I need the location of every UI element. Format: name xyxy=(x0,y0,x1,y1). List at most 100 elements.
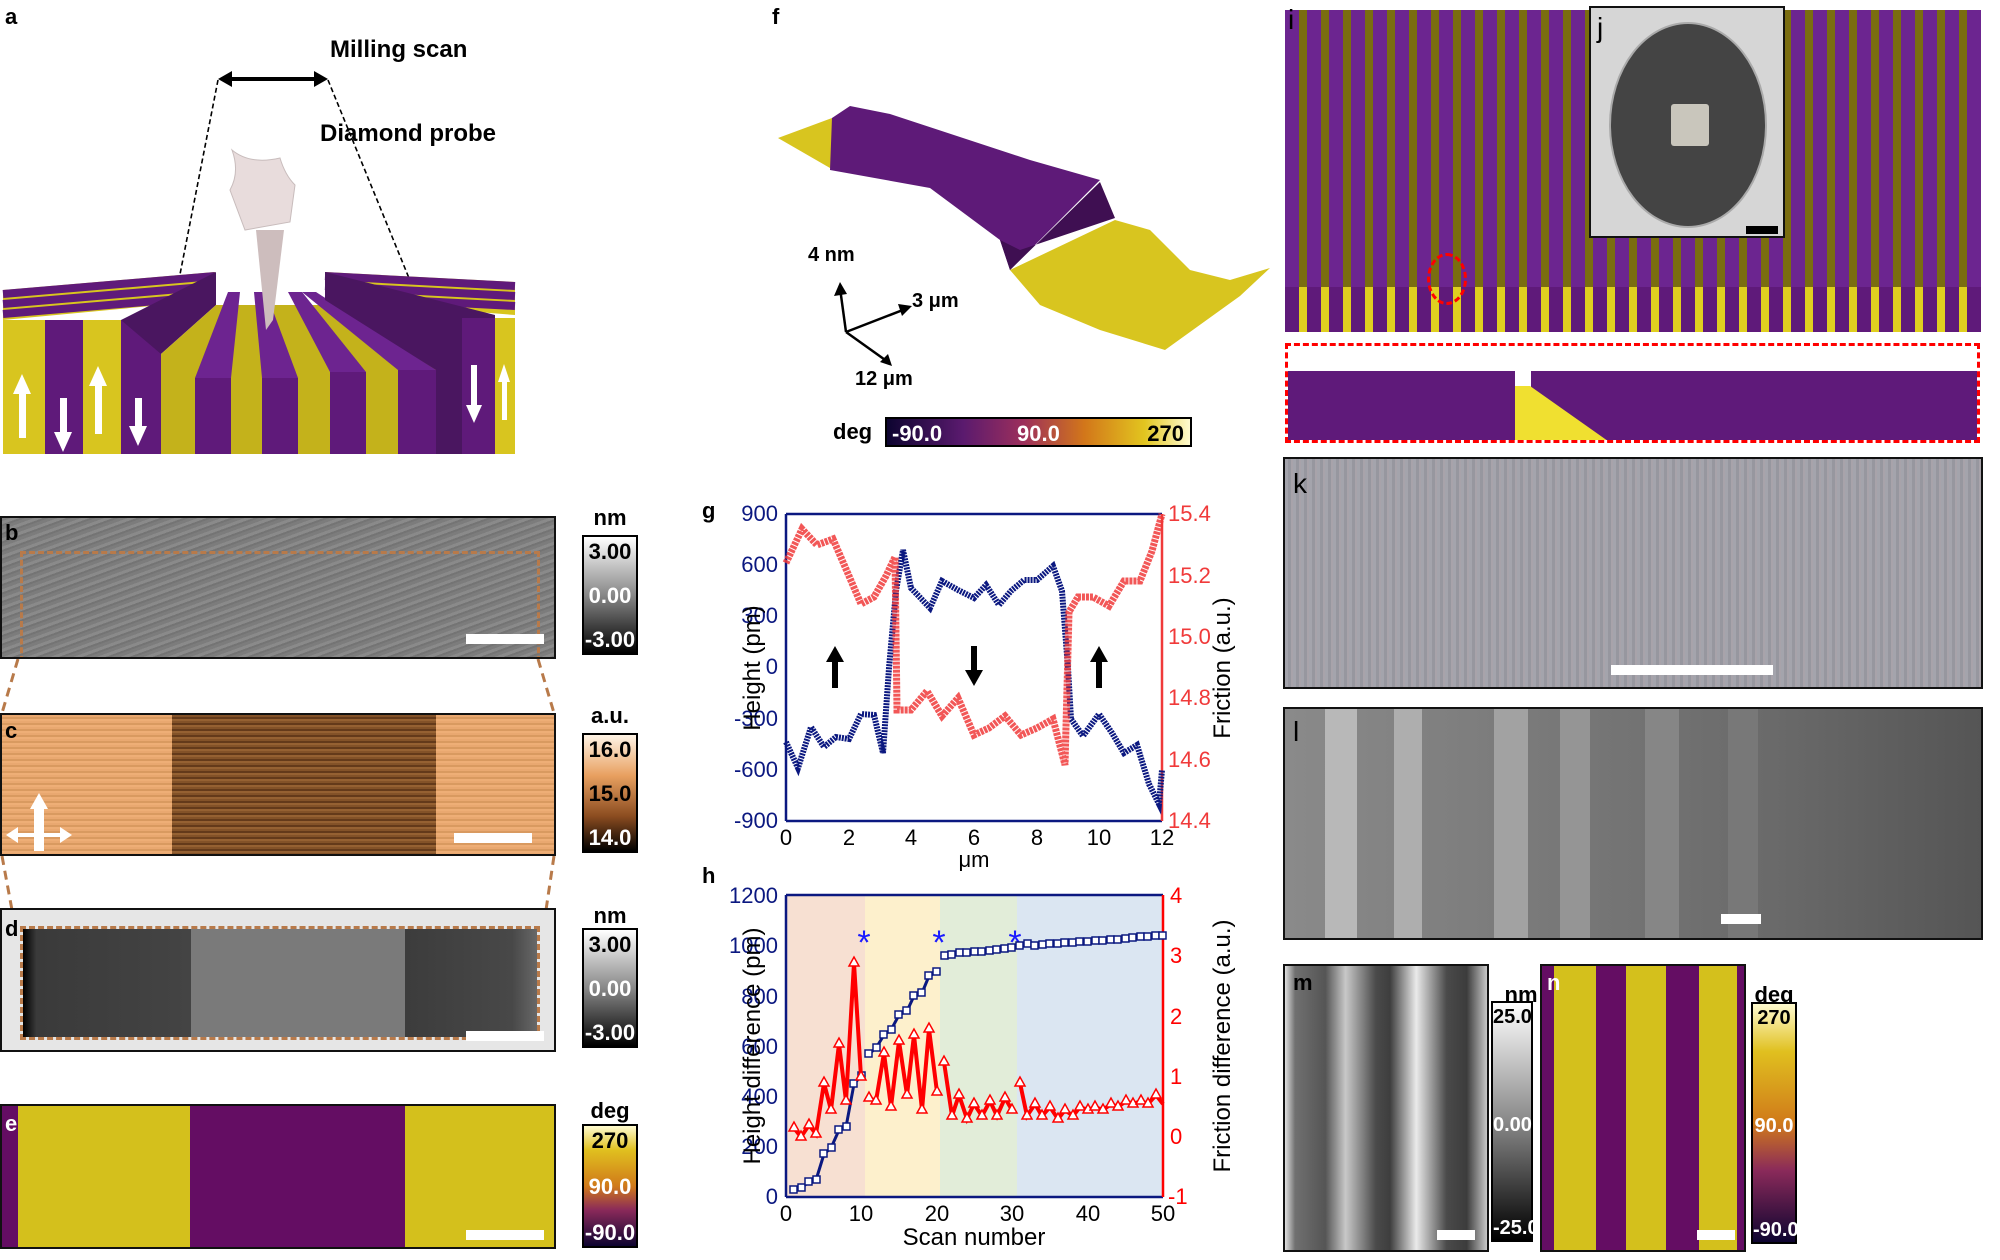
afm-height-image-m xyxy=(1283,964,1489,1252)
svg-text:0: 0 xyxy=(780,825,792,850)
panel-label-e: e xyxy=(5,1111,18,1136)
sample-photo-j xyxy=(1589,6,1785,238)
svg-text:Scan number: Scan number xyxy=(903,1224,1046,1251)
optical-image-k xyxy=(1283,457,1983,689)
scale-bar xyxy=(1721,914,1761,924)
double-arrow-icon xyxy=(218,71,328,87)
svg-text:-600: -600 xyxy=(734,757,778,782)
cbar-c-unit: a.u. xyxy=(591,703,629,728)
pfm-phase-image-e xyxy=(0,1104,556,1249)
roi-box xyxy=(20,551,540,657)
diamond-probe-icon xyxy=(229,148,296,330)
friction-image-c xyxy=(0,713,556,856)
svg-text:600: 600 xyxy=(741,552,778,577)
zoom-circle xyxy=(1427,253,1467,305)
friction-markers xyxy=(787,955,1163,1141)
colorbar-m: 25.0 0.00 -25.0 xyxy=(1491,1001,1539,1242)
panel-label-k: k xyxy=(1293,468,1307,499)
scale-bar xyxy=(1746,226,1778,234)
svg-text:Height difference (pm): Height difference (pm) xyxy=(739,928,766,1165)
svg-text:15.2: 15.2 xyxy=(1168,563,1211,588)
svg-text:Friction difference (a.u.): Friction difference (a.u.) xyxy=(1209,920,1236,1173)
svg-text:600: 600 xyxy=(741,1034,778,1059)
cbar-b-unit: nm xyxy=(593,505,627,530)
colorbar-c: 16.0 15.0 14.0 xyxy=(582,733,638,853)
colorbar-e: 270 90.0 -90.0 xyxy=(582,1124,638,1248)
polarization-arrows xyxy=(13,364,510,452)
colorbar-f: -90.0 90.0 270 xyxy=(885,417,1192,447)
afm-height-image-b xyxy=(0,516,556,659)
panel-label-c: c xyxy=(5,718,18,743)
svg-text:50: 50 xyxy=(1151,1201,1175,1226)
panel-label-b: b xyxy=(5,520,19,545)
panel-label-l: l xyxy=(1293,716,1300,747)
svg-text:30: 30 xyxy=(1000,1201,1024,1226)
svg-text:2: 2 xyxy=(1170,1004,1182,1029)
scale-bar xyxy=(1697,1230,1735,1240)
svg-text:14.4: 14.4 xyxy=(1168,808,1211,833)
colorbar-n: 270 90.0 -90.0 xyxy=(1751,1002,1799,1244)
polarization-arrow-up-icon xyxy=(1090,646,1108,688)
svg-text:900: 900 xyxy=(741,501,778,526)
scale-bar xyxy=(466,634,544,644)
axis-z-label: 4 nm xyxy=(808,244,855,266)
svg-text:Friction (a.u.): Friction (a.u.) xyxy=(1209,597,1236,738)
svg-text:10: 10 xyxy=(849,1201,873,1226)
svg-text:Height (pm): Height (pm) xyxy=(739,605,766,730)
milling-schematic xyxy=(2,71,516,454)
svg-text:20: 20 xyxy=(925,1201,949,1226)
scale-bar xyxy=(454,833,532,843)
svg-text:14.8: 14.8 xyxy=(1168,685,1211,710)
panel-label-i: i xyxy=(1288,4,1295,35)
svg-text:300: 300 xyxy=(741,603,778,628)
svg-text:14.6: 14.6 xyxy=(1168,747,1211,772)
zoomed-inset xyxy=(1285,343,1980,443)
svg-text:4: 4 xyxy=(905,825,917,850)
colorbar-d: 3.00 0.00 -3.00 xyxy=(582,928,638,1048)
svg-text:*: * xyxy=(1008,924,1021,962)
svg-text:-1: -1 xyxy=(1168,1184,1188,1209)
svg-text:10: 10 xyxy=(1087,825,1111,850)
scale-bar xyxy=(1437,1230,1475,1240)
svg-text:1200: 1200 xyxy=(729,883,778,908)
polarization-arrow-up-icon xyxy=(826,646,844,688)
svg-text:12: 12 xyxy=(1150,825,1174,850)
svg-text:0: 0 xyxy=(766,1184,778,1209)
milling-scan-label: Milling scan xyxy=(330,36,468,63)
3d-topography xyxy=(778,106,1270,350)
svg-text:0: 0 xyxy=(780,1201,792,1226)
svg-text:2: 2 xyxy=(843,825,855,850)
svg-text:-300: -300 xyxy=(734,706,778,731)
svg-text:15.4: 15.4 xyxy=(1168,501,1211,526)
colorbar-b: 3.00 0.00 -3.00 xyxy=(582,535,638,655)
cbar-f-unit: deg xyxy=(833,419,873,444)
sem-image-l xyxy=(1283,707,1983,940)
svg-text:8: 8 xyxy=(1031,825,1043,850)
panel-label-h: h xyxy=(702,863,716,888)
cbar-d-unit: nm xyxy=(593,903,627,928)
svg-text:400: 400 xyxy=(741,1084,778,1109)
panel-label-j: j xyxy=(1597,12,1604,43)
svg-text:0: 0 xyxy=(766,654,778,679)
scale-bar xyxy=(466,1230,544,1240)
svg-text:200: 200 xyxy=(741,1134,778,1159)
pfm-phase-image-n xyxy=(1540,964,1746,1252)
axis-x-label: 12 μm xyxy=(855,368,913,390)
scan-direction-arrows-icon xyxy=(6,793,72,851)
panel-label-d: d xyxy=(5,916,19,941)
svg-text:3: 3 xyxy=(1170,943,1182,968)
axis-triad-icon xyxy=(834,282,912,366)
panel-label-f: f xyxy=(772,4,780,29)
svg-text:4: 4 xyxy=(1170,883,1182,908)
axis-y-label: 3 μm xyxy=(912,290,959,312)
svg-text:40: 40 xyxy=(1076,1201,1100,1226)
svg-text:0: 0 xyxy=(1170,1124,1182,1149)
afm-height-image-d xyxy=(0,908,556,1052)
cbar-e-unit: deg xyxy=(590,1098,630,1123)
svg-text:*: * xyxy=(857,924,870,962)
scale-bar xyxy=(1611,665,1773,675)
chart-g: 900 600 300 0 -300 -600 -900 15.4 15.2 15.0 14.… xyxy=(734,501,1236,872)
panel-label-m: m xyxy=(1293,970,1313,995)
svg-text:6: 6 xyxy=(968,825,980,850)
